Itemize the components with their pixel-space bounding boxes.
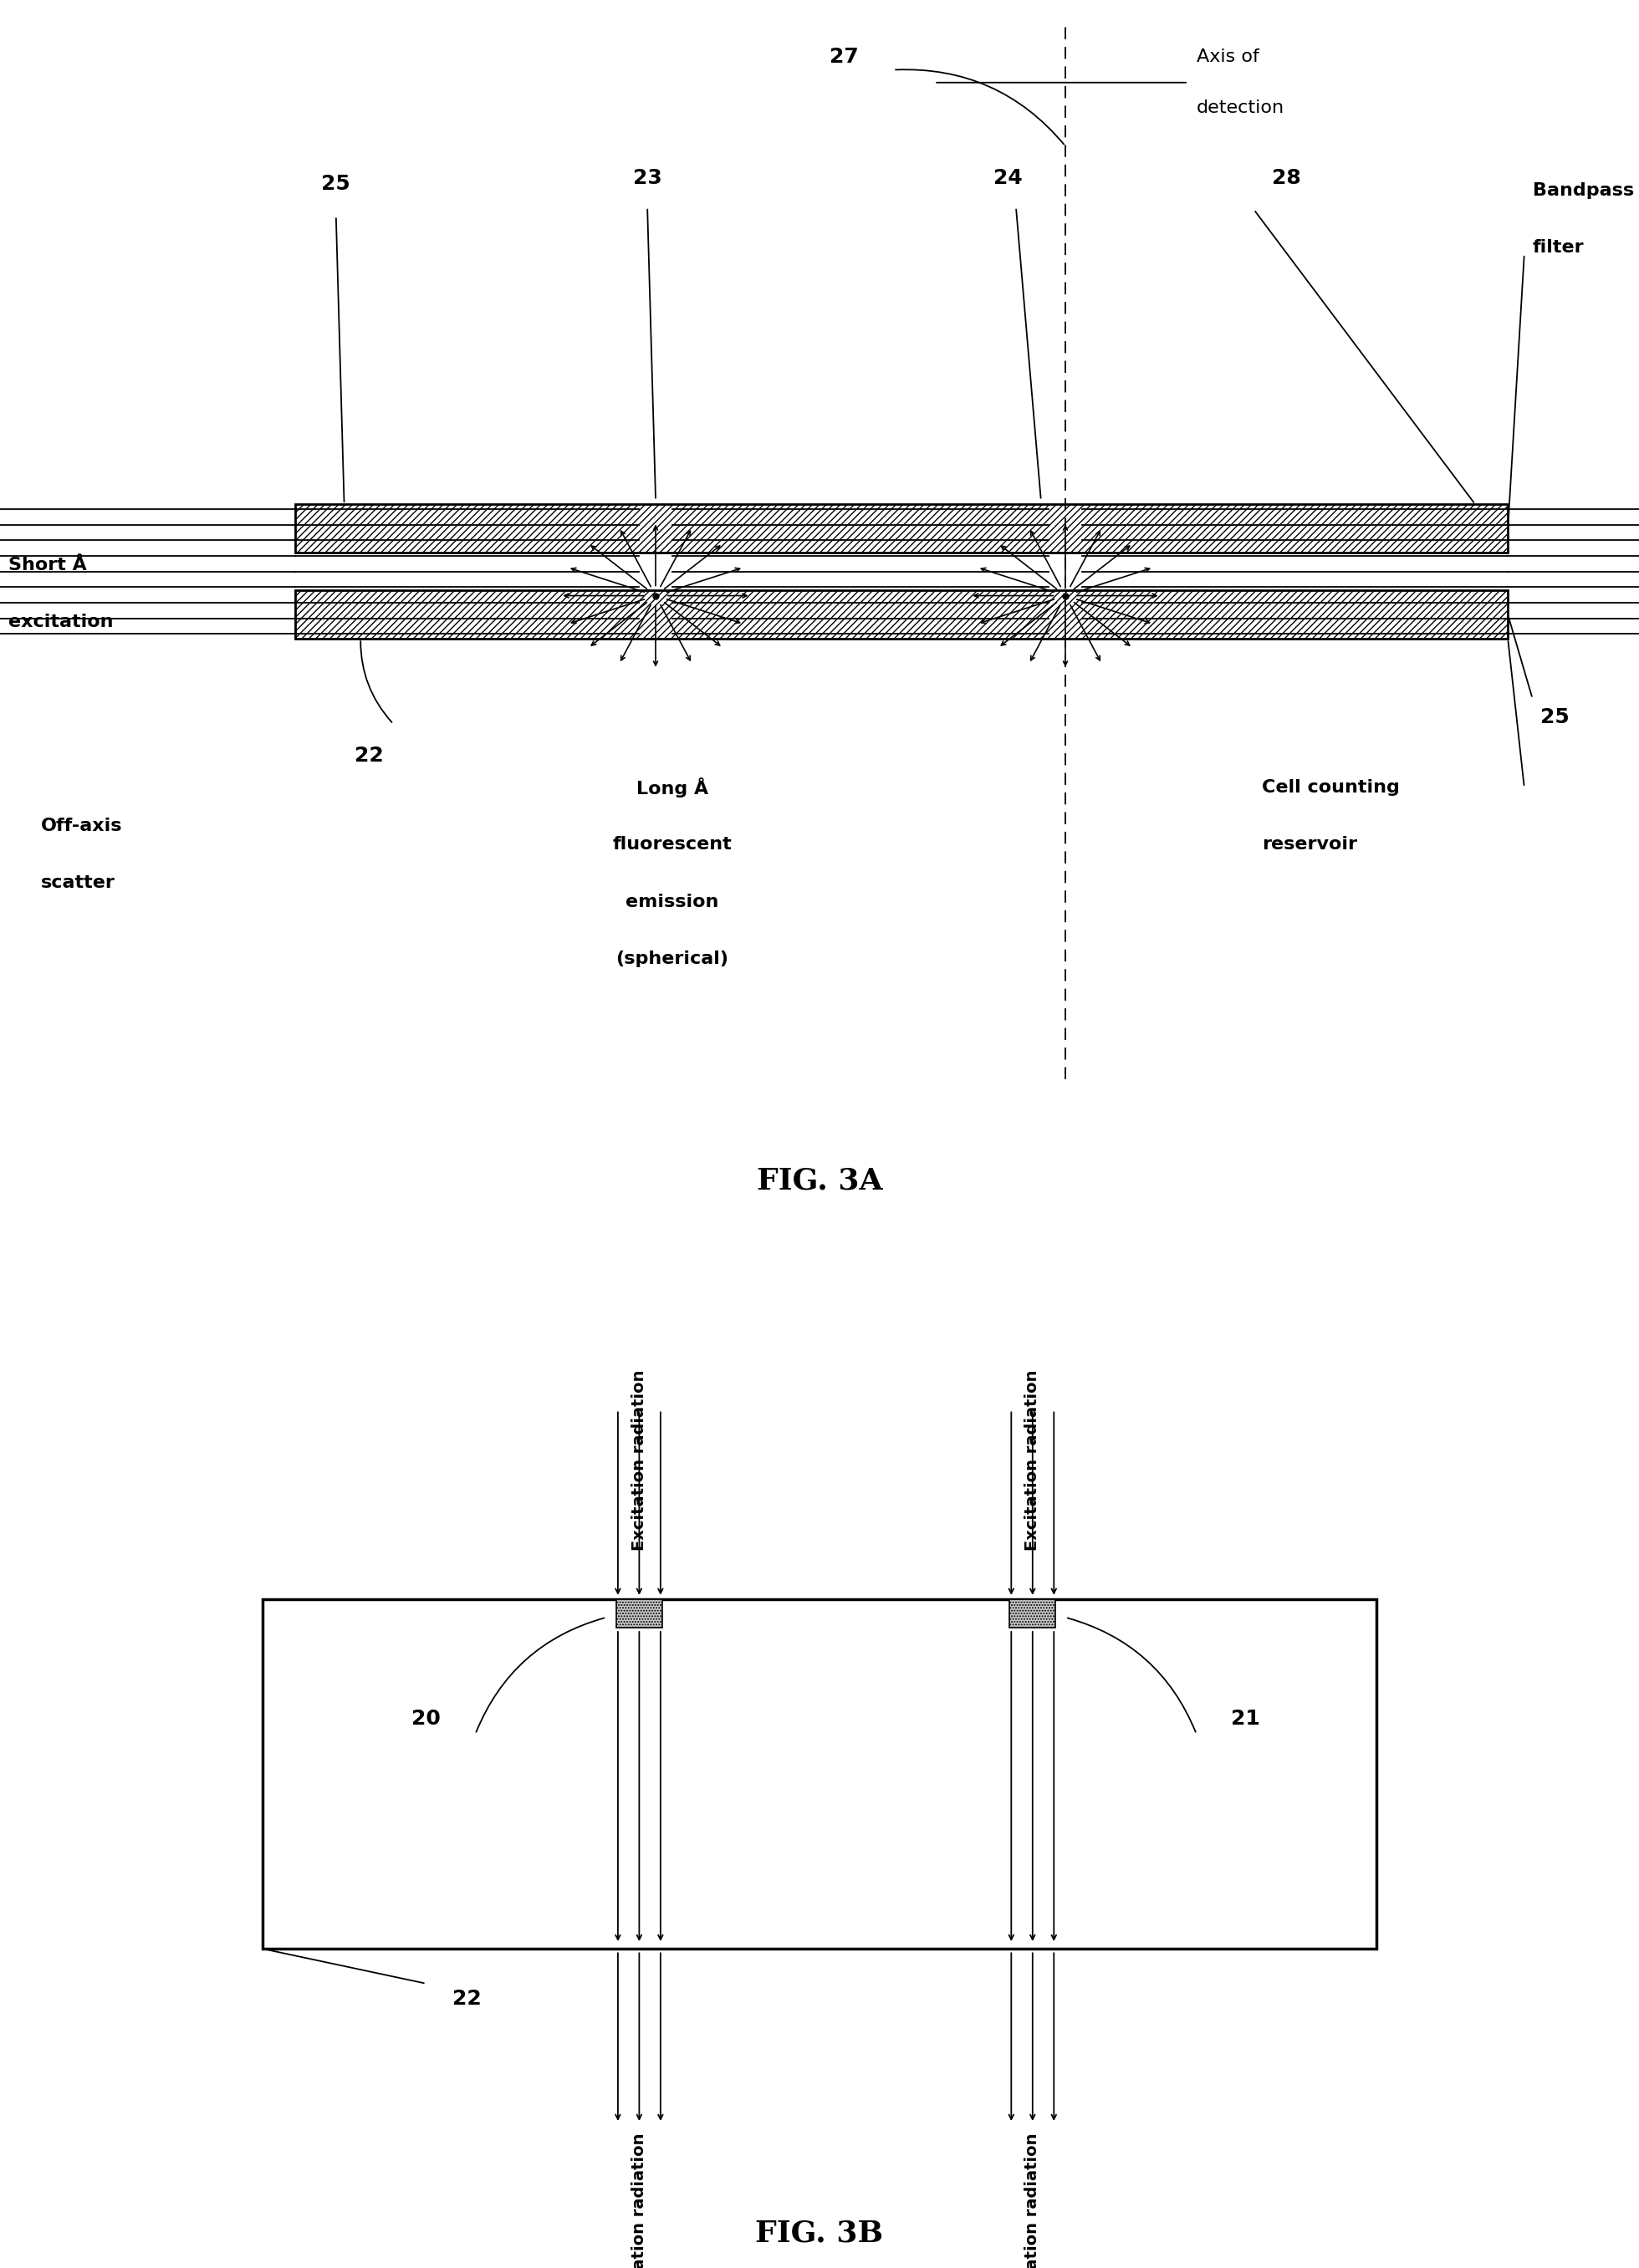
Text: Excitation radiation: Excitation radiation (1024, 2134, 1041, 2268)
Text: detection: detection (1196, 100, 1285, 116)
Text: 28: 28 (1272, 168, 1301, 188)
FancyArrowPatch shape (264, 1948, 425, 1982)
Text: 24: 24 (993, 168, 1023, 188)
Text: Bandpass: Bandpass (1532, 181, 1634, 200)
Text: 22: 22 (452, 1989, 482, 2009)
Text: scatter: scatter (41, 875, 115, 891)
FancyArrowPatch shape (477, 1617, 605, 1733)
Text: filter: filter (1532, 240, 1583, 256)
Text: 25: 25 (321, 175, 351, 195)
Bar (262, 1599, 1377, 1948)
Text: excitation: excitation (8, 615, 113, 631)
Text: Off-axis: Off-axis (41, 816, 123, 835)
Text: 27: 27 (829, 48, 859, 68)
FancyArrowPatch shape (1255, 211, 1473, 503)
FancyArrowPatch shape (895, 70, 1064, 145)
FancyArrowPatch shape (1508, 617, 1532, 696)
Text: FIG. 3A: FIG. 3A (757, 1168, 882, 1195)
Bar (295, 503, 1508, 553)
FancyArrowPatch shape (1508, 642, 1524, 785)
Text: Long Å: Long Å (636, 778, 708, 798)
Text: 22: 22 (354, 746, 384, 767)
Bar (295, 590, 1508, 640)
Text: Excitation radiation: Excitation radiation (1024, 1370, 1041, 1551)
Text: 20: 20 (411, 1710, 441, 1728)
Text: Short Å: Short Å (8, 558, 87, 574)
Text: Cell counting: Cell counting (1262, 780, 1400, 796)
Text: 25: 25 (1541, 708, 1570, 728)
Text: FIG. 3B: FIG. 3B (756, 2218, 883, 2248)
Text: 21: 21 (1231, 1710, 1260, 1728)
Bar (1010, 1599, 1056, 1628)
FancyArrowPatch shape (336, 218, 344, 501)
Bar (616, 1599, 662, 1628)
FancyArrowPatch shape (1508, 256, 1524, 526)
Text: (spherical): (spherical) (616, 950, 728, 966)
Text: fluorescent: fluorescent (613, 837, 731, 853)
Text: Excitation radiation: Excitation radiation (631, 1370, 647, 1551)
Text: 23: 23 (633, 168, 662, 188)
Text: reservoir: reservoir (1262, 837, 1357, 853)
Text: emission: emission (626, 894, 718, 909)
FancyArrowPatch shape (1067, 1617, 1195, 1733)
Text: Axis of: Axis of (1196, 50, 1259, 66)
FancyArrowPatch shape (361, 642, 392, 721)
Text: Excitation radiation: Excitation radiation (631, 2134, 647, 2268)
